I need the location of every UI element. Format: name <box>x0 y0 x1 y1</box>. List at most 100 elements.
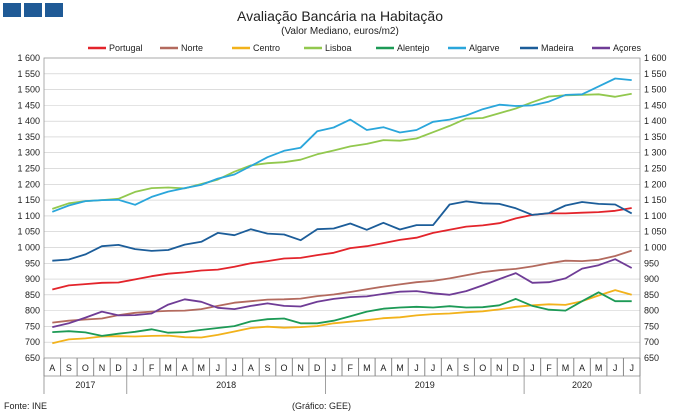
y-tick-label-left: 1 200 <box>17 179 40 189</box>
month-label: A <box>182 363 188 373</box>
y-tick-label-right: 1 150 <box>644 195 667 205</box>
y-tick-label-right: 1 500 <box>644 85 667 95</box>
month-label: S <box>264 363 270 373</box>
y-tick-label-right: 750 <box>644 321 659 331</box>
month-label: J <box>216 363 221 373</box>
legend-label: Centro <box>253 43 280 53</box>
y-tick-label-left: 1 250 <box>17 164 40 174</box>
chart-subtitle: (Valor Mediano, euros/m2) <box>281 26 399 37</box>
legend-label: Algarve <box>469 43 500 53</box>
legend-label: Madeira <box>541 43 574 53</box>
month-label: M <box>363 363 371 373</box>
month-label: J <box>530 363 535 373</box>
legend-label: Alentejo <box>397 43 430 53</box>
month-label: J <box>414 363 419 373</box>
month-label: F <box>348 363 354 373</box>
month-label: M <box>164 363 172 373</box>
series-line-madeira <box>52 200 633 262</box>
chart-credit: (Gráfico: GEE) <box>292 401 352 411</box>
y-tick-label-right: 1 200 <box>644 179 667 189</box>
year-label: 2017 <box>75 380 95 390</box>
y-tick-label-right: 950 <box>644 258 659 268</box>
month-label: J <box>431 363 436 373</box>
month-label: J <box>133 363 138 373</box>
month-label: J <box>232 363 237 373</box>
y-tick-label-right: 1 050 <box>644 227 667 237</box>
y-tick-label-left: 1 550 <box>17 69 40 79</box>
series-line-centro <box>52 289 632 345</box>
y-tick-label-left: 1 600 <box>17 53 40 63</box>
month-label: S <box>463 363 469 373</box>
y-tick-label-left: 650 <box>25 353 40 363</box>
year-label: 2019 <box>415 380 435 390</box>
month-label: J <box>629 363 634 373</box>
month-label: N <box>99 363 106 373</box>
y-tick-label-left: 1 450 <box>17 100 40 110</box>
y-tick-label-left: 900 <box>25 274 40 284</box>
y-tick-label-left: 1 000 <box>17 242 40 252</box>
month-label: A <box>248 363 254 373</box>
month-label: O <box>82 363 89 373</box>
month-label: N <box>496 363 503 373</box>
y-tick-label-left: 1 350 <box>17 132 40 142</box>
year-label: 2018 <box>216 380 236 390</box>
y-tick-label-right: 1 100 <box>644 211 667 221</box>
logo-block <box>45 3 63 17</box>
month-label: M <box>396 363 404 373</box>
y-tick-label-right: 1 300 <box>644 148 667 158</box>
y-tick-label-right: 1 350 <box>644 132 667 142</box>
series-line-norte <box>52 249 632 324</box>
legend-label: Lisboa <box>325 43 352 53</box>
y-tick-label-right: 1 400 <box>644 116 667 126</box>
logo-block <box>3 3 21 17</box>
y-tick-label-right: 700 <box>644 337 659 347</box>
month-label: M <box>595 363 603 373</box>
y-tick-label-left: 1 300 <box>17 148 40 158</box>
month-label: M <box>198 363 206 373</box>
y-tick-label-right: 1 450 <box>644 100 667 110</box>
y-tick-label-right: 650 <box>644 353 659 363</box>
month-label: A <box>447 363 453 373</box>
month-label: S <box>66 363 72 373</box>
month-label: F <box>149 363 155 373</box>
y-tick-label-right: 1 250 <box>644 164 667 174</box>
legend-label: Açores <box>613 43 642 53</box>
legend-label: Norte <box>181 43 203 53</box>
y-tick-label-left: 1 400 <box>17 116 40 126</box>
month-label: J <box>613 363 618 373</box>
y-tick-label-right: 1 000 <box>644 242 667 252</box>
logo-block <box>24 3 42 17</box>
y-tick-label-left: 1 150 <box>17 195 40 205</box>
month-label: D <box>513 363 520 373</box>
month-label: D <box>314 363 321 373</box>
y-tick-label-left: 1 050 <box>17 227 40 237</box>
series-line-algarve <box>51 77 632 213</box>
month-label: A <box>380 363 386 373</box>
source-note: Fonte: INE <box>4 401 48 411</box>
y-tick-label-right: 900 <box>644 274 659 284</box>
y-tick-label-left: 750 <box>25 321 40 331</box>
y-tick-label-left: 950 <box>25 258 40 268</box>
month-label: A <box>579 363 585 373</box>
month-label: O <box>281 363 288 373</box>
month-label: D <box>115 363 122 373</box>
y-tick-label-right: 850 <box>644 290 659 300</box>
year-label: 2020 <box>572 380 592 390</box>
y-tick-label-left: 1 100 <box>17 211 40 221</box>
month-label: N <box>297 363 304 373</box>
y-tick-label-left: 850 <box>25 290 40 300</box>
y-tick-label-left: 1 500 <box>17 85 40 95</box>
month-label: F <box>546 363 552 373</box>
legend-label: Portugal <box>109 43 143 53</box>
y-tick-label-right: 1 550 <box>644 69 667 79</box>
y-tick-label-right: 800 <box>644 306 659 316</box>
y-tick-label-left: 700 <box>25 337 40 347</box>
month-label: J <box>331 363 336 373</box>
y-tick-label-right: 1 600 <box>644 53 667 63</box>
series-line-alentejo <box>52 291 632 337</box>
month-label: M <box>562 363 570 373</box>
series-line-açores <box>52 258 633 328</box>
y-tick-label-left: 800 <box>25 306 40 316</box>
month-label: A <box>49 363 55 373</box>
